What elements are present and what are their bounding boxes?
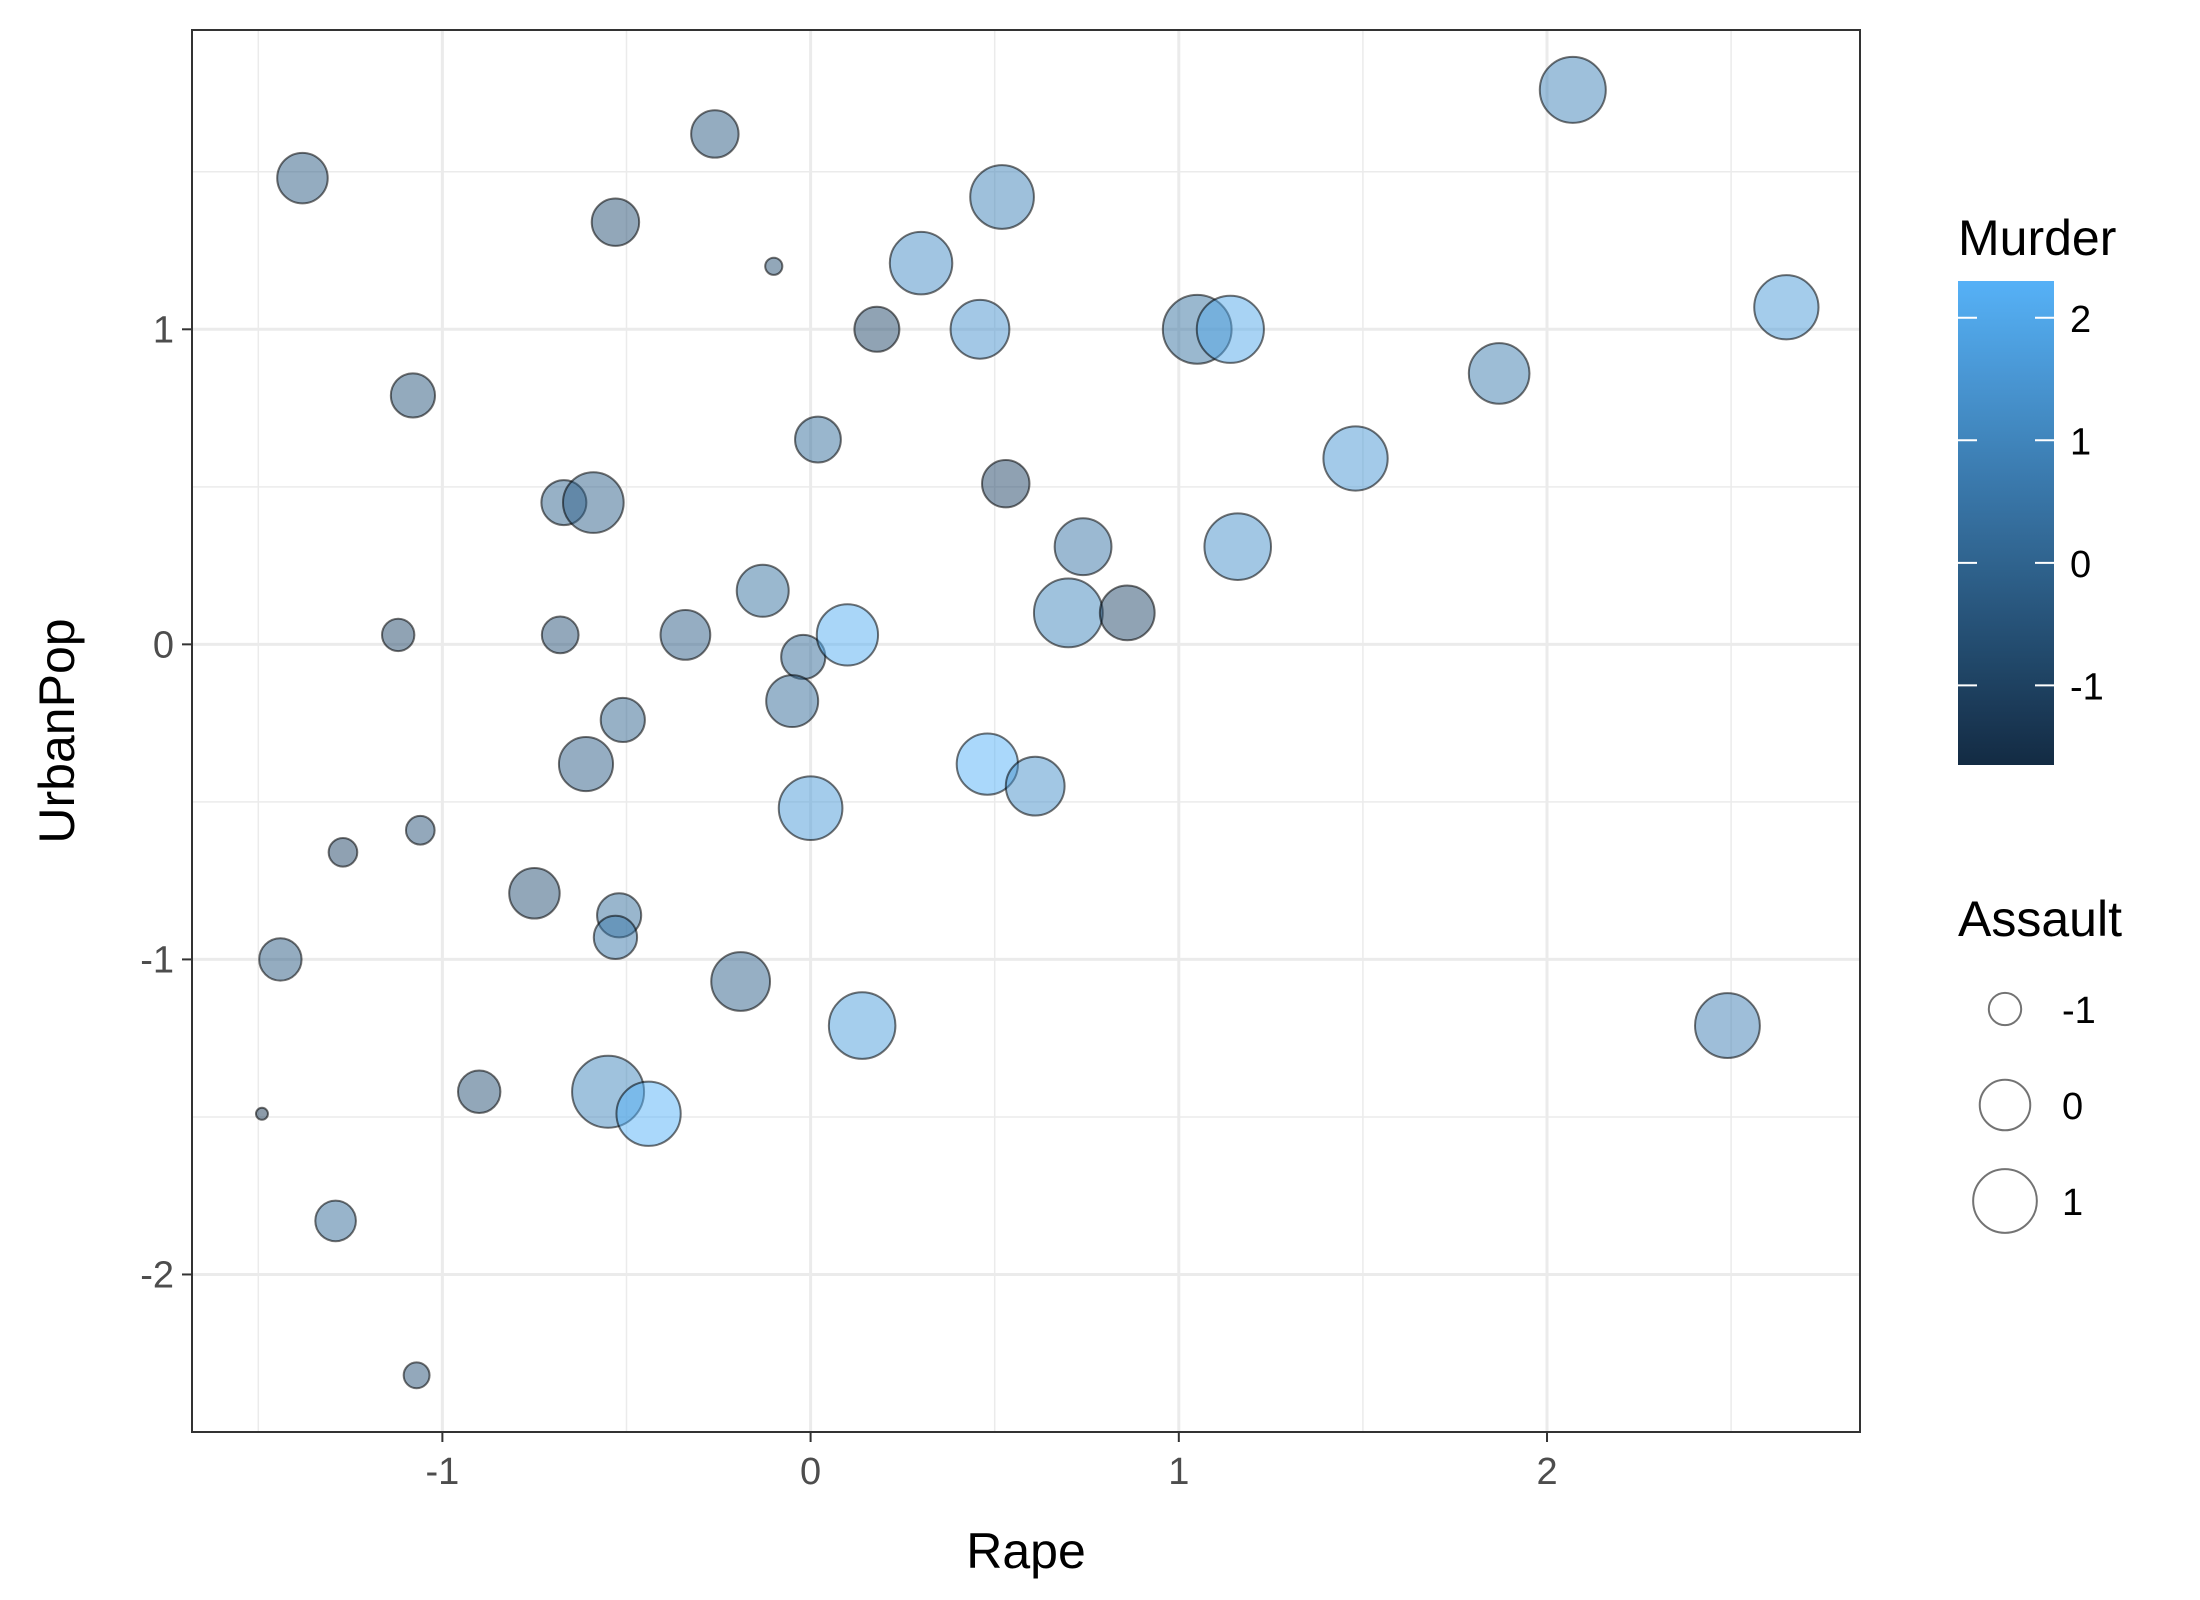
data-point bbox=[1538, 55, 1607, 124]
color-legend-ticks: -1 0 1 2 bbox=[1958, 299, 2104, 708]
data-point bbox=[777, 775, 844, 842]
data-point bbox=[599, 696, 646, 744]
data-point bbox=[853, 305, 901, 353]
data-points bbox=[254, 55, 1820, 1390]
data-point bbox=[969, 164, 1035, 230]
colorbar-label: -1 bbox=[2070, 666, 2104, 708]
data-point bbox=[562, 471, 625, 534]
data-point bbox=[1753, 274, 1820, 341]
size-legend-label: 0 bbox=[2062, 1086, 2083, 1128]
data-point bbox=[456, 1069, 502, 1114]
data-point bbox=[888, 230, 954, 296]
data-point bbox=[402, 1361, 431, 1390]
y-tick-label: -2 bbox=[140, 1254, 174, 1296]
size-legend-title: Assault bbox=[1958, 891, 2122, 947]
size-legend-label: -1 bbox=[2062, 990, 2096, 1032]
data-point bbox=[592, 914, 639, 961]
data-point bbox=[1032, 577, 1104, 649]
x-tick-label: 1 bbox=[1168, 1451, 1189, 1493]
size-legend-circle bbox=[1978, 1078, 2032, 1132]
y-axis-title: UrbanPop bbox=[29, 618, 85, 843]
data-point bbox=[827, 991, 897, 1060]
panel-background bbox=[192, 30, 1860, 1432]
data-point bbox=[314, 1199, 357, 1243]
colorbar-label: 1 bbox=[2070, 421, 2091, 463]
data-point bbox=[557, 736, 615, 793]
data-point bbox=[981, 458, 1031, 509]
data-point bbox=[1467, 342, 1531, 405]
x-axis-title: Rape bbox=[966, 1523, 1086, 1579]
data-point bbox=[794, 415, 842, 464]
data-point bbox=[404, 814, 436, 846]
data-point bbox=[710, 951, 772, 1012]
color-legend-title: Murder bbox=[1958, 210, 2116, 266]
data-point bbox=[327, 836, 359, 868]
x-tick-label: 2 bbox=[1536, 1451, 1557, 1493]
y-axis: -2 -1 0 1 bbox=[140, 309, 192, 1296]
color-legend: Murder -1 0 1 2 bbox=[1958, 210, 2116, 765]
data-point bbox=[508, 866, 561, 920]
y-tick-label: 0 bbox=[153, 624, 174, 666]
colorbar-label: 0 bbox=[2070, 544, 2091, 586]
data-point bbox=[1322, 425, 1389, 492]
size-legend-keys: -1 0 1 bbox=[1972, 990, 2096, 1234]
x-axis: -1 0 1 2 bbox=[425, 1432, 1558, 1493]
data-point bbox=[540, 615, 580, 655]
data-point bbox=[1098, 584, 1156, 642]
data-point bbox=[1203, 512, 1273, 581]
data-point bbox=[254, 1106, 269, 1121]
data-point bbox=[276, 151, 329, 205]
data-point bbox=[590, 197, 641, 247]
size-legend: Assault -1 0 1 bbox=[1958, 891, 2122, 1234]
data-point bbox=[1004, 755, 1066, 817]
data-point bbox=[815, 603, 880, 667]
size-legend-circle bbox=[1987, 991, 2023, 1027]
data-point bbox=[735, 563, 790, 618]
size-legend-circle bbox=[1972, 1168, 2038, 1234]
data-point bbox=[381, 617, 416, 653]
color-legend-bar bbox=[1958, 281, 2054, 765]
y-tick-label: -1 bbox=[140, 939, 174, 981]
colorbar-label: 2 bbox=[2070, 299, 2091, 341]
x-tick-label: -1 bbox=[425, 1451, 459, 1493]
data-point bbox=[1053, 517, 1113, 577]
grid-major bbox=[192, 30, 1860, 1432]
data-point bbox=[949, 298, 1011, 360]
data-point bbox=[765, 674, 820, 729]
data-point bbox=[764, 256, 784, 276]
data-point bbox=[659, 609, 712, 661]
x-tick-label: 0 bbox=[800, 1451, 821, 1493]
data-point bbox=[1195, 294, 1265, 364]
data-point bbox=[389, 372, 437, 419]
panel-border bbox=[191, 29, 1861, 1433]
size-legend-label: 1 bbox=[2062, 1182, 2083, 1224]
data-point bbox=[1694, 992, 1761, 1060]
data-point bbox=[615, 1080, 682, 1147]
y-tick-label: 1 bbox=[153, 309, 174, 351]
data-point bbox=[690, 109, 740, 159]
data-point bbox=[258, 937, 303, 982]
